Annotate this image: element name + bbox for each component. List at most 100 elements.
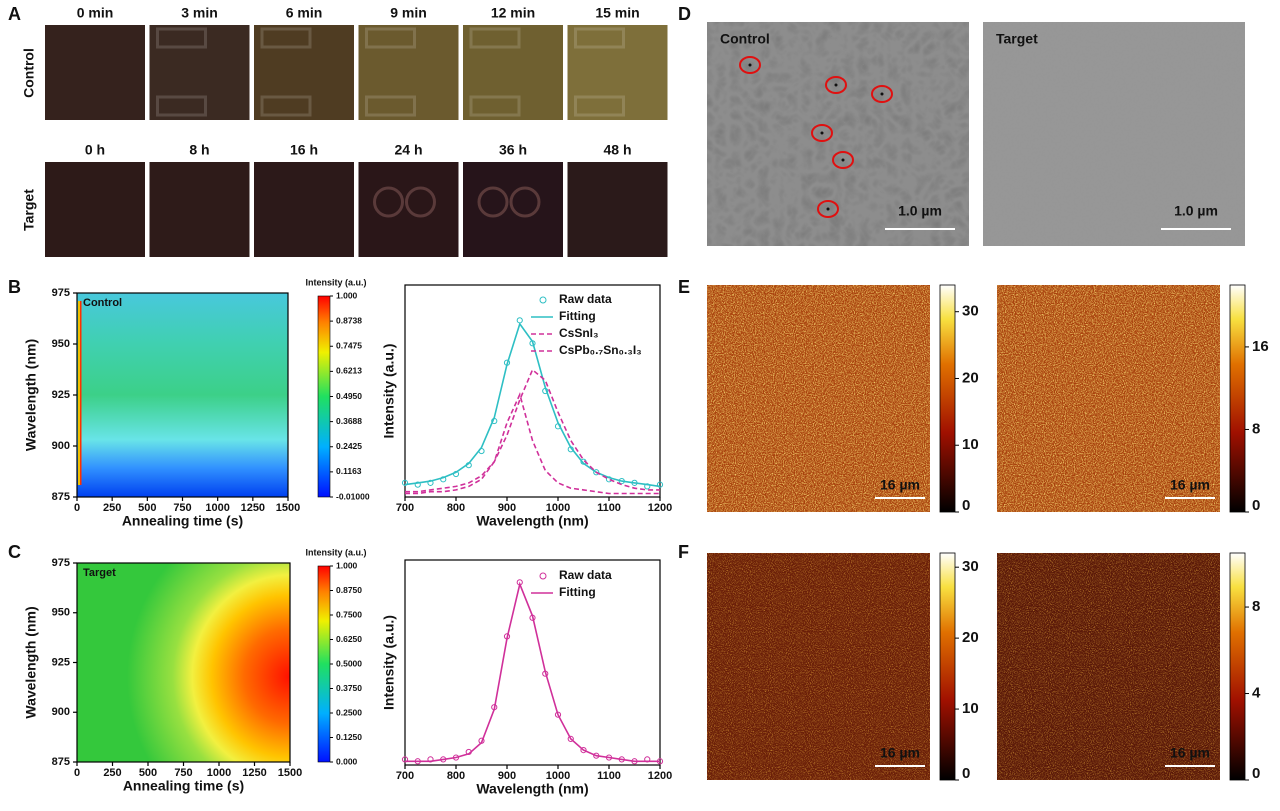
colorbar-tick-label: 0.6213 xyxy=(336,366,362,376)
series-line xyxy=(405,368,660,493)
x-tick-label: 1500 xyxy=(278,767,302,779)
electrode-pattern xyxy=(469,27,521,49)
void-marker xyxy=(739,56,761,74)
scale-bar-label: 1.0 µm xyxy=(1174,203,1218,219)
row-label: Control xyxy=(21,48,37,98)
sample-photo xyxy=(45,162,145,257)
time-label: 15 min xyxy=(595,5,639,21)
colorbar-tick-label: 0.3688 xyxy=(336,416,362,426)
sample-photo xyxy=(567,25,668,120)
y-axis-label: Wavelength (nm) xyxy=(23,339,39,451)
time-label: 0 h xyxy=(85,142,105,158)
heatmap-image xyxy=(77,563,290,762)
colorbar-tick-label: 0.7475 xyxy=(336,341,362,351)
panel-label: B xyxy=(8,277,21,297)
sample-photo xyxy=(149,162,250,257)
colorbar-tick-label: 0.7500 xyxy=(336,609,362,619)
x-tick-label: 250 xyxy=(103,767,121,779)
sem-label: Target xyxy=(996,31,1038,47)
y-tick-label: 925 xyxy=(52,656,70,668)
electrode-pattern xyxy=(365,27,416,49)
colorbar-tick-label: 0 xyxy=(1252,497,1260,514)
colorbar xyxy=(1229,284,1246,513)
x-tick-label: 1100 xyxy=(597,502,621,514)
colorbar-title: Intensity (a.u.) xyxy=(305,277,366,287)
x-axis-label: Annealing time (s) xyxy=(122,513,243,529)
colorbar-tick-label: 8 xyxy=(1252,420,1260,437)
colorbar xyxy=(939,552,956,781)
row-label: Target xyxy=(21,189,37,231)
colorbar xyxy=(1229,552,1246,781)
data-point xyxy=(427,479,434,486)
degradation-spot xyxy=(373,186,404,218)
scale-bar-label: 16 µm xyxy=(1170,745,1210,761)
electrode-pattern xyxy=(156,27,207,49)
electrode-pattern xyxy=(365,95,416,117)
colorbar-tick-label: 0.000 xyxy=(336,756,358,766)
sample-photo xyxy=(358,25,459,120)
colorbar xyxy=(317,295,331,498)
void-marker xyxy=(825,76,847,94)
colorbar xyxy=(317,565,331,763)
eds-map-texture xyxy=(707,553,930,780)
panel-label: D xyxy=(678,4,691,24)
x-tick-label: 750 xyxy=(174,767,192,779)
colorbar-tick-label: -0.01000 xyxy=(336,491,370,501)
void-marker xyxy=(832,151,854,169)
time-label: 24 h xyxy=(394,142,422,158)
legend-label: Fitting xyxy=(559,585,596,599)
series-line xyxy=(405,392,660,495)
colorbar-tick-label: 0.3750 xyxy=(336,683,362,693)
data-point xyxy=(401,479,409,486)
panel-label: A xyxy=(8,4,21,24)
legend-label: Raw data xyxy=(559,568,612,582)
sample-photo xyxy=(567,162,668,257)
sample-photo xyxy=(463,25,563,120)
x-tick-label: 0 xyxy=(74,767,80,779)
y-tick-label: 975 xyxy=(52,557,70,569)
x-tick-label: 700 xyxy=(396,770,414,782)
time-label: 16 h xyxy=(290,142,318,158)
data-point xyxy=(440,476,447,483)
x-tick-label: 750 xyxy=(173,502,191,514)
y-tick-label: 925 xyxy=(52,389,70,401)
colorbar-title: Intensity (a.u.) xyxy=(305,547,366,557)
time-label: 9 min xyxy=(390,5,427,21)
void-marker xyxy=(871,85,893,103)
colorbar-tick-label: 20 xyxy=(962,629,979,646)
void xyxy=(880,92,884,96)
plot-frame xyxy=(404,559,661,766)
x-tick-label: 1200 xyxy=(648,770,672,782)
sample-photo xyxy=(254,162,354,257)
colorbar-tick-label: 4 xyxy=(1252,684,1261,701)
x-tick-label: 800 xyxy=(447,502,465,514)
heatmap-edge xyxy=(80,301,82,485)
heatmap-edge xyxy=(78,301,80,485)
time-label: 6 min xyxy=(286,5,323,21)
void xyxy=(841,158,845,162)
eds-map-texture xyxy=(997,553,1220,780)
colorbar-tick-label: 1.000 xyxy=(336,560,358,570)
x-tick-label: 500 xyxy=(138,502,156,514)
panel-label: F xyxy=(678,542,689,562)
colorbar-tick-label: 0.5000 xyxy=(336,658,362,668)
time-label: 8 h xyxy=(189,142,209,158)
colorbar-tick-label: 0.8750 xyxy=(336,585,362,595)
void-marker xyxy=(811,124,833,142)
colorbar-tick-label: 0.1250 xyxy=(336,732,362,742)
colorbar-tick-label: 0.4950 xyxy=(336,391,362,401)
time-label: 48 h xyxy=(603,142,631,158)
scale-bar-label: 16 µm xyxy=(880,477,920,493)
x-axis-label: Wavelength (nm) xyxy=(476,513,588,529)
y-tick-label: 875 xyxy=(52,756,70,768)
x-tick-label: 0 xyxy=(74,502,80,514)
scale-bar-label: 16 µm xyxy=(880,745,920,761)
degradation-spot xyxy=(477,186,509,218)
void xyxy=(826,207,830,211)
x-tick-label: 1000 xyxy=(546,770,570,782)
y-tick-label: 900 xyxy=(52,706,70,718)
series-line xyxy=(404,322,661,488)
colorbar-tick-label: 0.8738 xyxy=(336,315,362,325)
electrode-pattern xyxy=(260,95,312,117)
y-tick-label: 950 xyxy=(52,607,70,619)
